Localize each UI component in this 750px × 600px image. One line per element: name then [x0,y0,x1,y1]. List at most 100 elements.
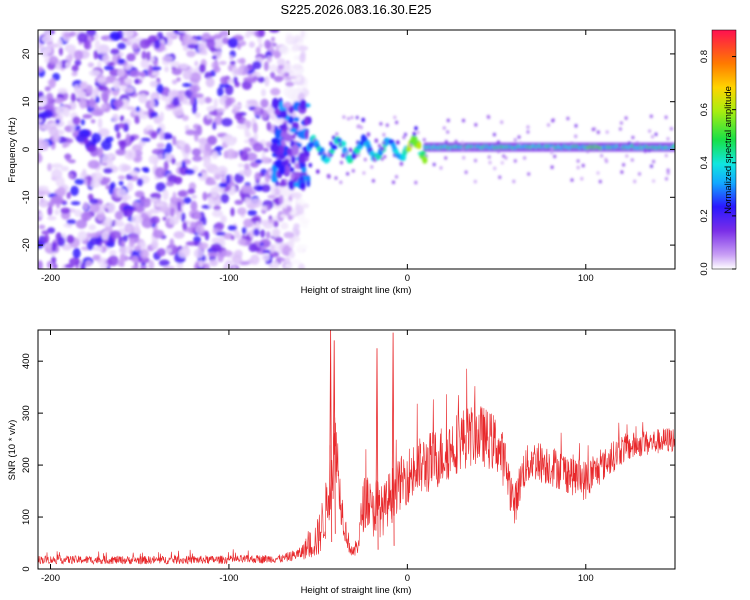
heat-cell [212,121,217,130]
colorbar-tick-label: 0.8 [699,50,710,63]
heat-cell [253,132,259,141]
heat-cell [273,220,279,228]
heat-cell [162,189,169,201]
heat-cell [580,176,584,181]
heat-cell [248,41,255,48]
heat-cell [237,163,244,168]
heat-cell [340,140,347,147]
heat-cell [355,115,359,120]
heat-cell [395,120,399,125]
heat-cell [272,261,280,269]
heat-cell [69,31,76,37]
heat-cell [654,132,658,137]
heat-cell [47,205,53,216]
heat-cell [345,151,349,156]
heat-cell [274,236,284,244]
heat-cell [156,32,164,39]
colorbar-label: Normalized spectral amplitude [723,86,734,214]
heat-cell [44,86,51,92]
heat-cell [257,36,263,44]
heat-cell [255,221,260,230]
heat-cell [127,181,134,192]
heat-cell [299,181,306,190]
heat-cell [98,128,110,137]
heat-cell [293,223,300,230]
heat-cell [301,220,309,229]
heat-cell [206,114,213,120]
heat-cell [213,116,224,126]
heat-cell [257,76,265,83]
heat-cell [161,95,167,101]
heat-cell [630,158,634,162]
heat-cell [88,70,101,77]
heat-cell [214,146,224,151]
heat-cell [122,196,128,202]
heat-cell [229,60,236,65]
heat-cell [210,186,219,198]
heat-cell [617,144,621,148]
heat-cell [170,61,181,68]
heat-cell [140,212,147,219]
heat-cell [70,201,81,206]
heat-cell [278,164,286,175]
heat-cell [210,243,222,252]
heat-cell [273,204,282,210]
heat-cell [664,177,669,181]
heat-cell [248,243,258,252]
figure-title: S225.2026.083.16.30.E25 [280,2,431,17]
heat-cell [239,57,246,65]
heat-cell [342,115,346,119]
heat-cell [460,140,464,145]
heat-cell [304,129,309,140]
heat-cell [119,253,125,263]
heat-cell [226,148,236,160]
heat-cell [119,140,126,151]
heat-cell [213,33,223,40]
heat-cell [101,103,107,110]
heat-cell [47,163,52,172]
heat-cell [38,224,46,230]
heat-cell [107,202,116,214]
heat-cell [83,39,91,50]
heat-cell [270,143,279,153]
heat-cell [117,42,127,50]
snr-spike [375,348,379,550]
heat-cell [366,132,371,137]
heat-cell [57,38,63,48]
heat-cell [223,263,229,269]
heat-cell [649,114,653,119]
heat-cell [70,92,76,103]
heat-cell [41,230,50,235]
heat-cell [86,30,97,37]
heat-cell [271,171,278,183]
heat-cell [292,63,303,70]
x-tick-label: -200 [41,573,60,584]
heat-cell [488,160,492,165]
colorbar: 0.0 0.2 0.4 0.6 0.8 Normalized spectral ampl… [699,29,737,276]
y-tick-label: -10 [21,190,32,204]
heat-cell [80,211,92,221]
heat-cell [120,84,126,92]
heat-cell [125,173,133,181]
heat-cell [269,30,280,33]
colorbar-tick-label: 0.2 [699,209,710,222]
colorbar-ticks: 0.0 0.2 0.4 0.6 0.8 [699,50,736,276]
heat-cell [134,245,142,252]
heat-cell [90,119,96,124]
heat-cell [103,167,113,174]
heat-cell [57,236,66,247]
x-tick-label: 100 [578,273,594,284]
heat-cell [243,163,250,170]
heat-cell [291,144,300,156]
heat-cell [124,86,135,94]
heat-cell [97,85,109,92]
heat-cell [382,141,386,145]
heat-cell [129,238,135,247]
heat-cell [664,153,668,158]
heat-cell [66,138,74,144]
heat-cell [38,185,49,191]
heat-cell [238,65,243,76]
heat-cell [140,59,149,69]
heat-cell [414,126,418,131]
